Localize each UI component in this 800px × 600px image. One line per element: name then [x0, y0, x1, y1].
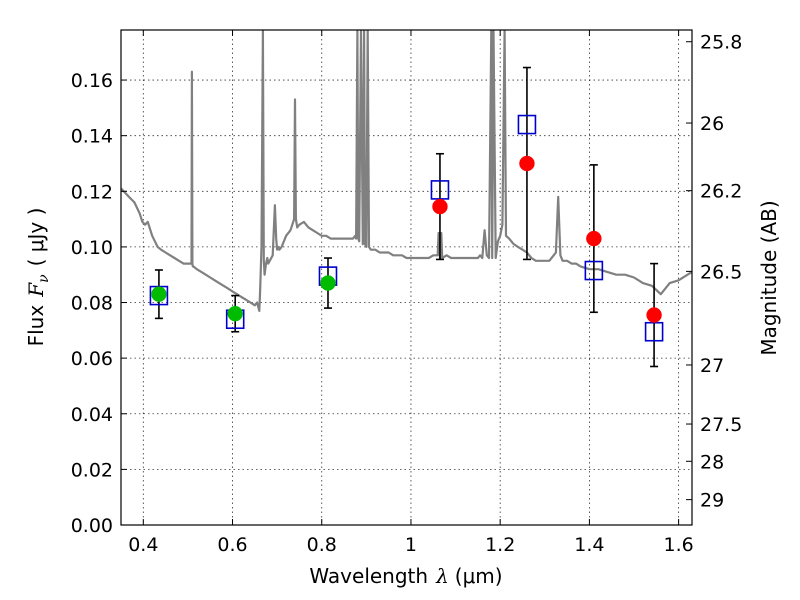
x-tick-label: 1.2: [485, 534, 515, 556]
model-photometry-squares: [149, 114, 664, 342]
y-tick-label: 0.00: [71, 515, 113, 537]
y-axis-title: FluxFν( μJy ): [24, 208, 52, 347]
right-tick-label: 26.5: [700, 261, 742, 283]
y-axis-ticks: 0.00 0.02 0.04 0.06 0.08 0.10 0.12 0.14 0.16: [71, 70, 127, 537]
x-tick-label: 1: [405, 534, 417, 556]
y-tick-label: 0.04: [71, 404, 113, 426]
model-square: [584, 260, 604, 281]
right-axis-ticks: 25.8 26 26.2 26.5 27 27.5 28 29: [686, 32, 742, 512]
observed-point: [432, 198, 448, 215]
right-tick-label: 27.5: [700, 414, 742, 436]
x-tick-label: 1.4: [574, 534, 604, 556]
x-axis-ticks: 0.4 0.6 0.8 1 1.2 1.4 1.6: [128, 30, 694, 556]
right-tick-label: 26: [700, 113, 724, 135]
observed-point: [646, 307, 662, 323]
model-spectrum: [121, 30, 692, 312]
right-tick-label: 28: [700, 451, 724, 473]
plot-frame: [120, 29, 693, 526]
right-tick-label: 25.8: [700, 32, 742, 54]
observed-point: [151, 286, 167, 302]
model-square: [517, 114, 537, 135]
observed-point: [519, 155, 535, 172]
y-tick-label: 0.14: [71, 126, 113, 148]
y-tick-label: 0.10: [71, 237, 113, 259]
x-tick-label: 1.6: [664, 534, 694, 556]
y-tick-label: 0.06: [71, 348, 113, 370]
grid-lines: [121, 30, 692, 526]
right-tick-label: 26.2: [700, 181, 742, 203]
observed-point: [586, 230, 602, 247]
y-tick-label: 0.16: [71, 70, 113, 92]
observed-point: [227, 305, 243, 322]
right-tick-label: 29: [700, 490, 724, 512]
y-tick-label: 0.02: [71, 459, 113, 481]
x-tick-label: 0.4: [128, 534, 158, 556]
x-tick-label: 0.6: [217, 534, 247, 556]
error-bars: [154, 66, 659, 368]
right-tick-label: 27: [700, 355, 724, 377]
right-axis-title: Magnitude (AB): [757, 200, 781, 355]
spectrum-line: [121, 30, 692, 312]
x-tick-label: 0.8: [307, 534, 337, 556]
y-tick-label: 0.08: [71, 293, 113, 315]
observed-photometry-points: [151, 155, 662, 323]
observed-point: [320, 275, 336, 291]
x-axis-title: Wavelength λ (μm): [309, 564, 502, 588]
y-tick-label: 0.12: [71, 181, 113, 203]
